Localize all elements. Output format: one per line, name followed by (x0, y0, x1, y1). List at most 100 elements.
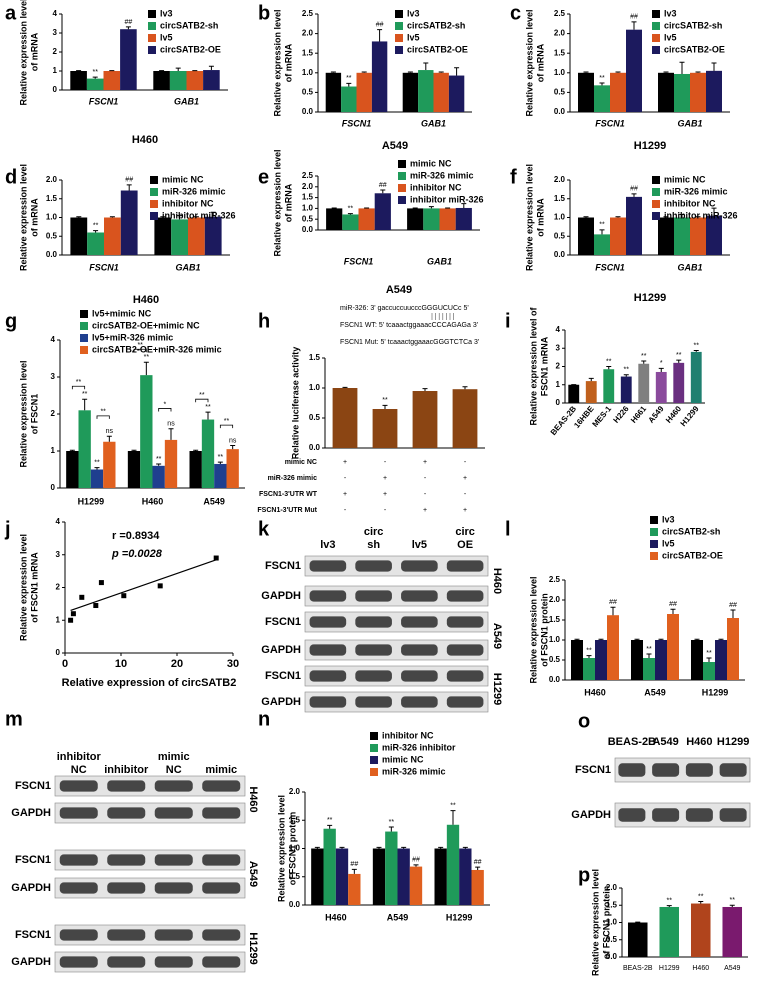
significance-label: ** (94, 459, 100, 466)
condition-sign: + (383, 491, 387, 498)
row-label: GAPDH (261, 590, 301, 602)
y-axis-label: Relative expression level (524, 164, 534, 271)
y-axis-label: of FSCN1 mRNA (29, 552, 39, 623)
bar (348, 873, 361, 905)
x-axis-label: H1299 (634, 140, 666, 152)
bar (418, 70, 434, 112)
bar (164, 439, 178, 488)
column-label: sh (367, 539, 380, 551)
y-tick-label: 3 (56, 550, 61, 559)
y-tick-label: 1 (53, 66, 58, 75)
bar (658, 217, 674, 255)
y-tick-label: 2.0 (606, 883, 618, 892)
blot-band (446, 616, 484, 628)
legend-swatch (398, 172, 406, 180)
legend-swatch (148, 34, 156, 42)
error-bar (598, 638, 604, 640)
column-label: H1299 (717, 736, 749, 748)
row-label: FSCN1 (15, 854, 51, 866)
error-bar (314, 846, 320, 849)
legend-swatch (148, 22, 156, 30)
error-bar (729, 904, 735, 907)
error-bar (658, 638, 664, 640)
y-tick-label: 0.5 (46, 231, 58, 240)
y-axis-label: Relative expression level (18, 164, 28, 271)
error-bar (588, 377, 594, 382)
blot-strip (304, 611, 489, 633)
blot-band (401, 670, 438, 682)
error-bar (450, 810, 456, 825)
y-axis-label: of mRNA (29, 32, 39, 71)
condition-sign: - (464, 491, 467, 498)
blot-band (202, 780, 241, 792)
blot-strip (304, 639, 489, 661)
significance-label: ## (609, 599, 617, 606)
bar (409, 866, 423, 905)
error-bar (676, 359, 682, 363)
x-tick-label: GAB1 (175, 262, 200, 272)
column-label: lv3 (320, 539, 335, 551)
error-bar (606, 366, 612, 370)
blot-band (202, 929, 241, 941)
y-axis-label: of FSCN1 protein (539, 593, 549, 667)
error-bar (407, 71, 413, 73)
blot-band (202, 854, 241, 866)
condition-sign: - (424, 491, 427, 498)
bar (452, 389, 478, 448)
bracket-label: ** (76, 379, 82, 386)
bar (86, 78, 104, 90)
significance-label: ** (348, 205, 354, 212)
legend-label: circSATB2-sh (664, 20, 722, 30)
significance-label: ## (729, 602, 737, 609)
cell-line-label: H460 (491, 568, 503, 594)
legend-label: inhibitor NC (664, 198, 716, 208)
significance-label: ## (630, 14, 638, 21)
bar (715, 640, 727, 680)
legend-swatch (80, 334, 88, 342)
bar (643, 658, 655, 680)
blot-strip (304, 665, 489, 687)
bar (459, 848, 472, 905)
bar (434, 848, 447, 905)
x-axis-label: A549 (386, 284, 412, 296)
bar (201, 419, 215, 488)
significance-label: ** (599, 75, 605, 82)
point (121, 593, 127, 599)
condition-sign: + (423, 507, 427, 514)
x-tick-label: FSCN1 (89, 262, 119, 272)
row-label: GAPDH (261, 696, 301, 708)
error-bar (361, 71, 367, 73)
error-bar (663, 216, 669, 218)
legend-label: lv5 (664, 32, 677, 42)
error-bar (454, 67, 460, 76)
x-tick-label: H460 (142, 496, 164, 506)
legend-label: miR-326 mimic (410, 170, 474, 180)
y-tick-label: 1 (556, 380, 561, 389)
significance-label: ** (82, 391, 88, 398)
blot-band (107, 929, 146, 941)
bar (439, 208, 456, 230)
y-tick-label: 0.5 (302, 214, 314, 223)
legend-label: lv3 (664, 8, 677, 18)
y-tick-label: 2.5 (554, 9, 566, 18)
blot-band (202, 807, 241, 819)
x-tick-label: MES-1 (591, 404, 614, 429)
y-tick-label: 2.0 (554, 29, 566, 38)
panel-letter: j (4, 518, 11, 540)
error-bar (205, 411, 211, 420)
bar (448, 75, 465, 112)
x-axis-label: H1299 (634, 292, 666, 304)
blot-band (446, 696, 484, 708)
blot-strip (304, 585, 489, 607)
legend-swatch (150, 200, 158, 208)
blot-band (355, 616, 392, 628)
error-bar (615, 71, 621, 73)
blot-band (309, 616, 347, 628)
y-tick-label: 0.0 (309, 443, 321, 452)
legend-label: miR-326 mimic (664, 186, 728, 196)
y-tick-label: 0 (53, 85, 58, 94)
error-bar (93, 230, 99, 233)
blot-band (401, 560, 438, 572)
bar (371, 41, 388, 112)
